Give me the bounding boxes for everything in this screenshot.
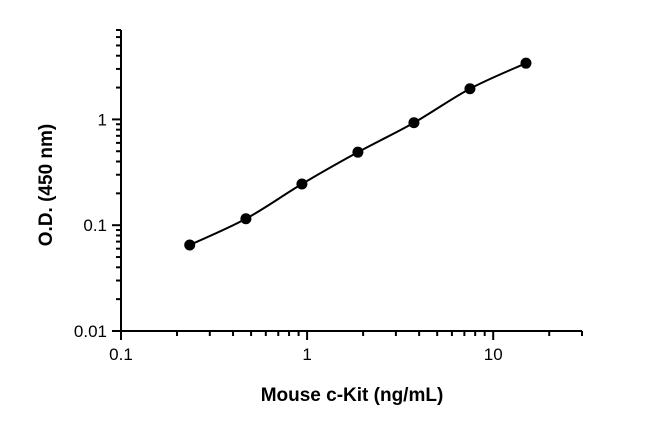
- data-point: [520, 57, 532, 69]
- x-tick-label: 10: [484, 345, 503, 364]
- axes: 0.1 1 100.010.11: [74, 29, 583, 364]
- x-axis-title: Mouse c-Kit (ng/mL): [261, 385, 444, 406]
- data-point: [184, 239, 196, 251]
- y-tick-label: 0.1: [83, 216, 107, 235]
- x-tick-label: 0.1: [109, 345, 133, 364]
- x-tick-label: 1: [302, 345, 311, 364]
- series-layer: [184, 57, 532, 251]
- data-point: [464, 83, 476, 95]
- data-point: [352, 146, 364, 158]
- y-tick-label: 1: [98, 110, 107, 129]
- y-axis-title: O.D. (450 nm): [36, 124, 57, 246]
- data-point: [296, 178, 308, 190]
- data-point: [240, 213, 252, 225]
- data-point: [408, 117, 420, 129]
- y-tick-label: 0.01: [74, 322, 107, 341]
